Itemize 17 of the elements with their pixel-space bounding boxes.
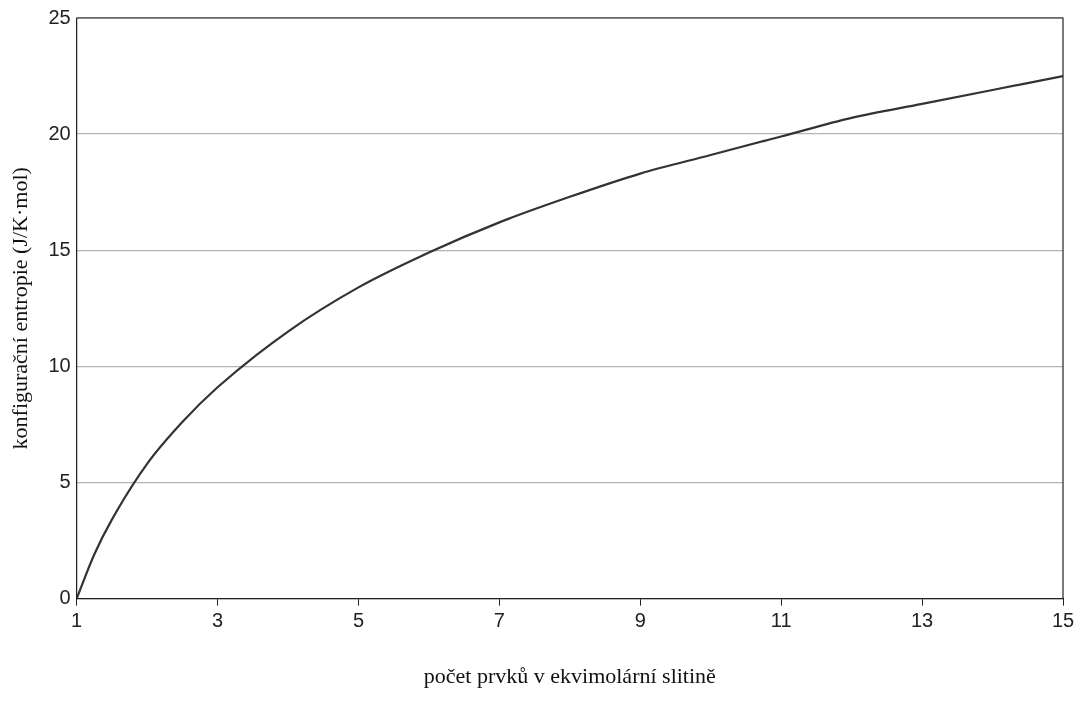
x-axis-title: počet prvků v ekvimolární slitině: [423, 662, 716, 688]
x-tick-label: 1: [71, 609, 83, 632]
x-tick-label: 3: [211, 609, 224, 632]
x-tick-label: 15: [1051, 609, 1075, 632]
y-tick-label: 5: [59, 470, 71, 492]
y-tick-label: 0: [59, 586, 71, 609]
y-tick-label: 20: [48, 121, 71, 144]
x-tick-label: 13: [910, 609, 934, 632]
y-tick-label: 25: [48, 5, 71, 28]
x-tick-label: 5: [352, 609, 365, 632]
line-series: [76, 74, 1063, 599]
y-axis-title: konfigurační entropie (J/K·mol): [6, 167, 32, 450]
y-tick-label: 10: [48, 353, 71, 376]
y-tick-label: 15: [48, 237, 71, 260]
x-tick-label: 11: [770, 609, 792, 632]
x-tick-label: 9: [634, 609, 646, 632]
x-tick-label: 7: [493, 609, 505, 632]
